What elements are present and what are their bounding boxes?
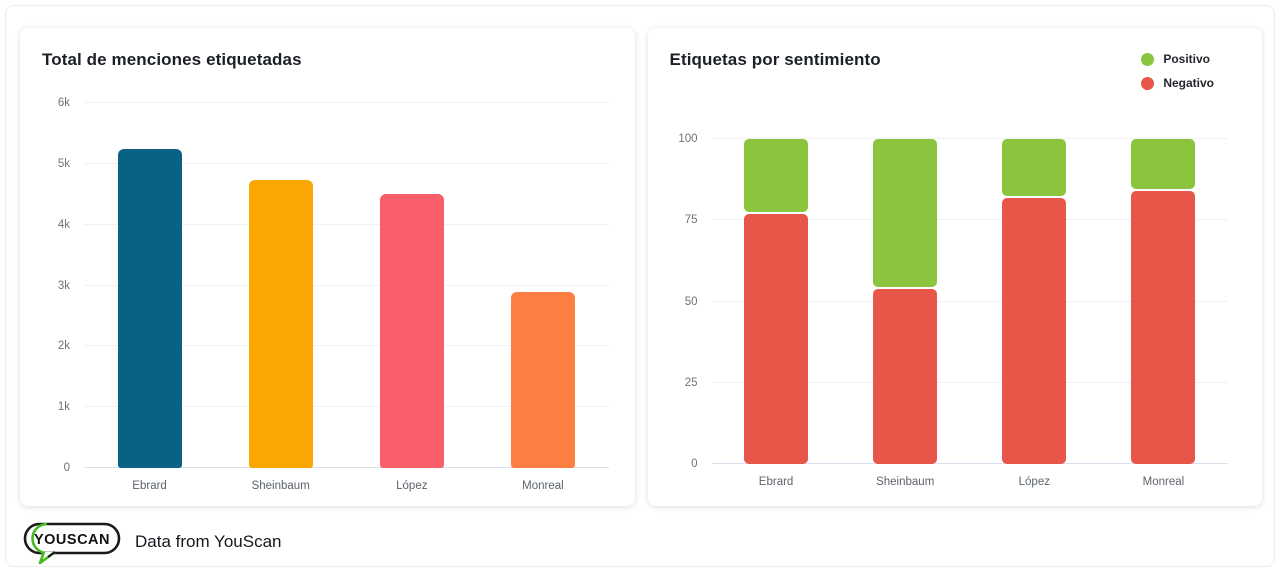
legend: Positivo Negativo xyxy=(1141,46,1242,90)
y-tick-label: 5k xyxy=(57,157,70,170)
y-tick-label: 75 xyxy=(684,214,698,227)
bar-segment-negativo-lopez[interactable] xyxy=(1002,197,1067,464)
bar-segment-positivo-monreal[interactable] xyxy=(1131,139,1196,189)
card-total-mentions: Total de menciones etiquetadas 0 1k 2k 3k 4k… xyxy=(20,28,635,506)
bar-sheinbaum[interactable] xyxy=(248,180,313,468)
x-category-label: Ebrard xyxy=(132,480,167,492)
bar-ebrard[interactable] xyxy=(117,148,182,468)
bar-lopez[interactable] xyxy=(379,194,444,468)
y-tick-label: 6k xyxy=(57,97,70,109)
bar-segment-negativo-sheinbaum[interactable] xyxy=(873,288,938,464)
y-tick-label: 25 xyxy=(684,376,698,389)
x-category-label: Monreal xyxy=(522,480,564,492)
x-category-label: Monreal xyxy=(1142,476,1185,488)
bar-segment-positivo-sheinbaum[interactable] xyxy=(873,139,938,287)
y-tick-label: 100 xyxy=(678,133,698,145)
gridline xyxy=(711,300,1228,302)
x-axis-line xyxy=(711,463,1228,464)
charts-row: Total de menciones etiquetadas 0 1k 2k 3k 4k… xyxy=(20,28,1262,506)
gridline xyxy=(711,219,1228,221)
gridline xyxy=(84,284,609,286)
gridline xyxy=(711,381,1228,383)
gridline xyxy=(84,345,609,347)
y-tick-label: 0 xyxy=(63,462,70,474)
positivo-legend-dot xyxy=(1141,52,1155,66)
x-category-label: Ebrard xyxy=(758,476,794,488)
x-category-label: Sheinbaum xyxy=(251,480,310,492)
y-tick-label: 1k xyxy=(57,401,70,414)
footer: YOUSCAN Data from YouScan xyxy=(0,506,1280,565)
chart-title-total-mentions: Total de menciones etiquetadas xyxy=(42,50,302,69)
bar-segment-positivo-lopez[interactable] xyxy=(1002,139,1067,196)
legend-item-positivo[interactable]: Positivo xyxy=(1141,52,1214,66)
y-tick-label: 50 xyxy=(684,295,698,308)
gridline xyxy=(84,406,609,408)
youscan-logo: YOUSCAN xyxy=(23,522,121,565)
negativo-legend-dot xyxy=(1141,76,1155,90)
negativo-legend-label: Negativo xyxy=(1163,76,1214,90)
chart-title-sentiment: Etiquetas por sentimiento xyxy=(669,50,881,69)
gridline xyxy=(84,162,609,164)
bar-segment-negativo-monreal[interactable] xyxy=(1131,191,1196,464)
x-category-label: Sheinbaum xyxy=(876,476,935,488)
y-tick-label: 4k xyxy=(57,218,70,231)
bar-segment-negativo-ebrard[interactable] xyxy=(744,213,809,464)
positivo-legend-label: Positivo xyxy=(1163,52,1210,66)
card-sentiment: Etiquetas por sentimiento Positivo Negat… xyxy=(647,28,1262,506)
sentiment-card-header: Etiquetas por sentimiento Positivo Negat… xyxy=(668,46,1243,108)
y-tick-label: 2k xyxy=(57,340,70,353)
x-category-label: López xyxy=(1018,476,1050,488)
x-axis-line xyxy=(84,467,609,468)
attribution-text: Data from YouScan xyxy=(135,532,282,551)
y-tick-label: 3k xyxy=(57,279,70,292)
gridline xyxy=(84,102,609,103)
gridline xyxy=(711,138,1228,139)
legend-item-negativo[interactable]: Negativo xyxy=(1141,76,1214,90)
y-tick-label: 0 xyxy=(691,458,698,470)
youscan-logo-text: YOUSCAN xyxy=(34,532,110,548)
bar-segment-positivo-ebrard[interactable] xyxy=(744,139,809,212)
gridline xyxy=(84,223,609,225)
x-category-label: López xyxy=(396,480,428,492)
bar-monreal[interactable] xyxy=(510,291,575,468)
bar-chart-total-mentions: 0 1k 2k 3k 4k 5k 6k Ebrard Sheinbaum López Monreal xyxy=(58,97,609,492)
stacked-bar-chart-sentiment: 0 25 50 75 100 Ebrard Sheinbaum López Monreal xyxy=(678,133,1228,488)
